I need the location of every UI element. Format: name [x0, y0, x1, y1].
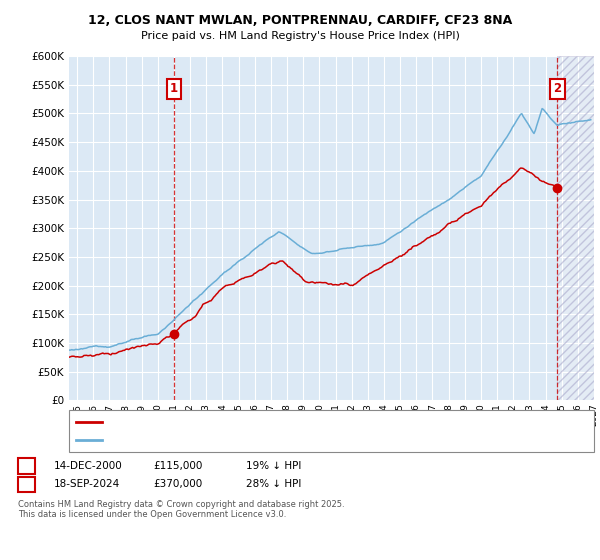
Bar [557, 56, 594, 400]
Text: £370,000: £370,000 [153, 479, 202, 489]
Text: 28% ↓ HPI: 28% ↓ HPI [246, 479, 301, 489]
Text: 2: 2 [23, 479, 30, 489]
Text: 19% ↓ HPI: 19% ↓ HPI [246, 461, 301, 471]
Text: Contains HM Land Registry data © Crown copyright and database right 2025.
This d: Contains HM Land Registry data © Crown c… [18, 500, 344, 519]
Bar [557, 56, 594, 400]
Text: 1: 1 [170, 82, 178, 95]
Text: 2: 2 [553, 82, 561, 95]
Text: HPI: Average price, detached house, Cardiff: HPI: Average price, detached house, Card… [107, 435, 320, 445]
Text: 12, CLOS NANT MWLAN, PONTPRENNAU, CARDIFF, CF23 8NA (detached house): 12, CLOS NANT MWLAN, PONTPRENNAU, CARDIF… [107, 417, 494, 427]
Text: 18-SEP-2024: 18-SEP-2024 [54, 479, 120, 489]
Text: 12, CLOS NANT MWLAN, PONTPRENNAU, CARDIFF, CF23 8NA: 12, CLOS NANT MWLAN, PONTPRENNAU, CARDIF… [88, 14, 512, 27]
Text: 1: 1 [23, 461, 30, 471]
Bar [557, 56, 594, 400]
Text: 14-DEC-2000: 14-DEC-2000 [54, 461, 123, 471]
Text: £115,000: £115,000 [153, 461, 202, 471]
Text: Price paid vs. HM Land Registry's House Price Index (HPI): Price paid vs. HM Land Registry's House … [140, 31, 460, 41]
